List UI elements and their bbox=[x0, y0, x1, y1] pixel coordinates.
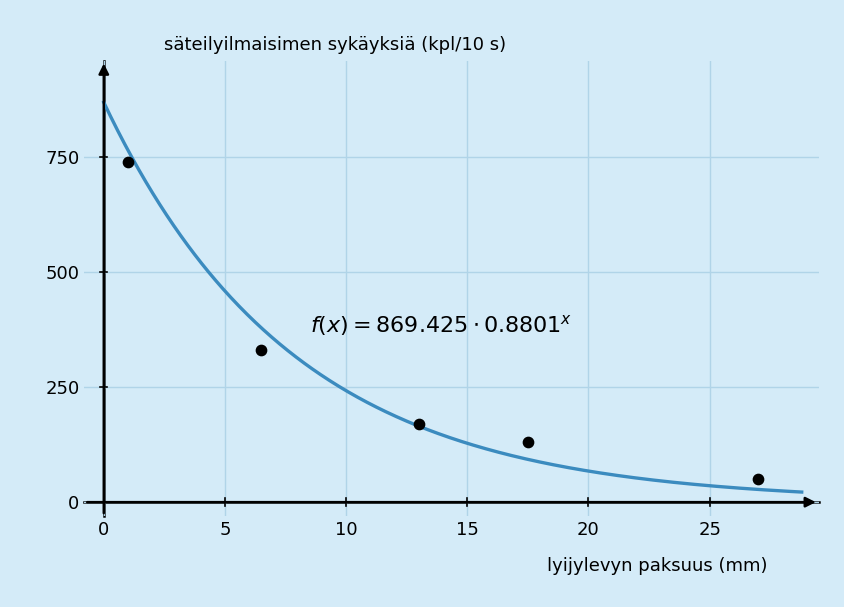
Point bbox=[412, 419, 425, 429]
Text: $f(x) = 869.425 \cdot 0.8801^{x}$: $f(x) = 869.425 \cdot 0.8801^{x}$ bbox=[310, 313, 572, 337]
Point bbox=[751, 474, 765, 484]
Point bbox=[521, 438, 534, 447]
Point bbox=[122, 157, 135, 167]
Text: lyijylevyn paksuus (mm): lyijylevyn paksuus (mm) bbox=[547, 557, 767, 575]
Point bbox=[255, 345, 268, 355]
Text: säteilyilmaisimen sykäyksiä (kpl/10 s): säteilyilmaisimen sykäyksiä (kpl/10 s) bbox=[165, 36, 506, 54]
